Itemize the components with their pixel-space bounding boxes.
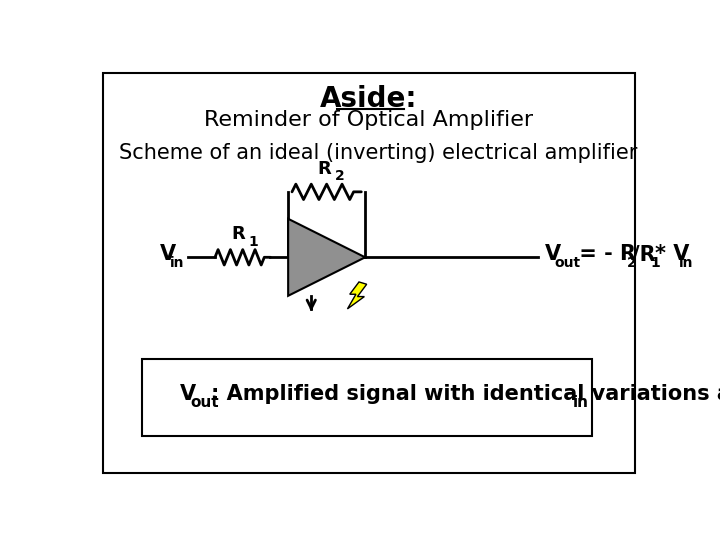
Text: 2: 2: [335, 170, 345, 184]
Text: out: out: [554, 255, 581, 269]
Text: V: V: [544, 244, 561, 264]
Text: in: in: [678, 255, 693, 269]
Text: = - R: = - R: [572, 244, 636, 264]
Polygon shape: [288, 219, 365, 296]
Text: * V: * V: [655, 244, 690, 264]
Text: R: R: [231, 225, 245, 244]
Text: Reminder of Optical Amplifier: Reminder of Optical Amplifier: [204, 110, 534, 130]
FancyBboxPatch shape: [104, 72, 634, 473]
Text: in: in: [573, 395, 589, 410]
Text: /R: /R: [632, 244, 656, 264]
FancyBboxPatch shape: [142, 359, 593, 436]
Text: 2: 2: [627, 255, 636, 269]
Polygon shape: [348, 282, 366, 309]
Text: V: V: [160, 244, 176, 264]
Text: in: in: [171, 255, 185, 269]
Text: 1: 1: [249, 235, 258, 249]
Text: V: V: [180, 384, 197, 404]
Text: R: R: [318, 160, 331, 178]
Text: : Amplified signal with identical variations as V: : Amplified signal with identical variat…: [211, 384, 720, 404]
Text: 1: 1: [651, 255, 660, 269]
Text: out: out: [190, 395, 219, 410]
Text: Aside:: Aside:: [320, 85, 418, 113]
Text: Scheme of an ideal (inverting) electrical amplifier: Scheme of an ideal (inverting) electrica…: [119, 143, 637, 163]
